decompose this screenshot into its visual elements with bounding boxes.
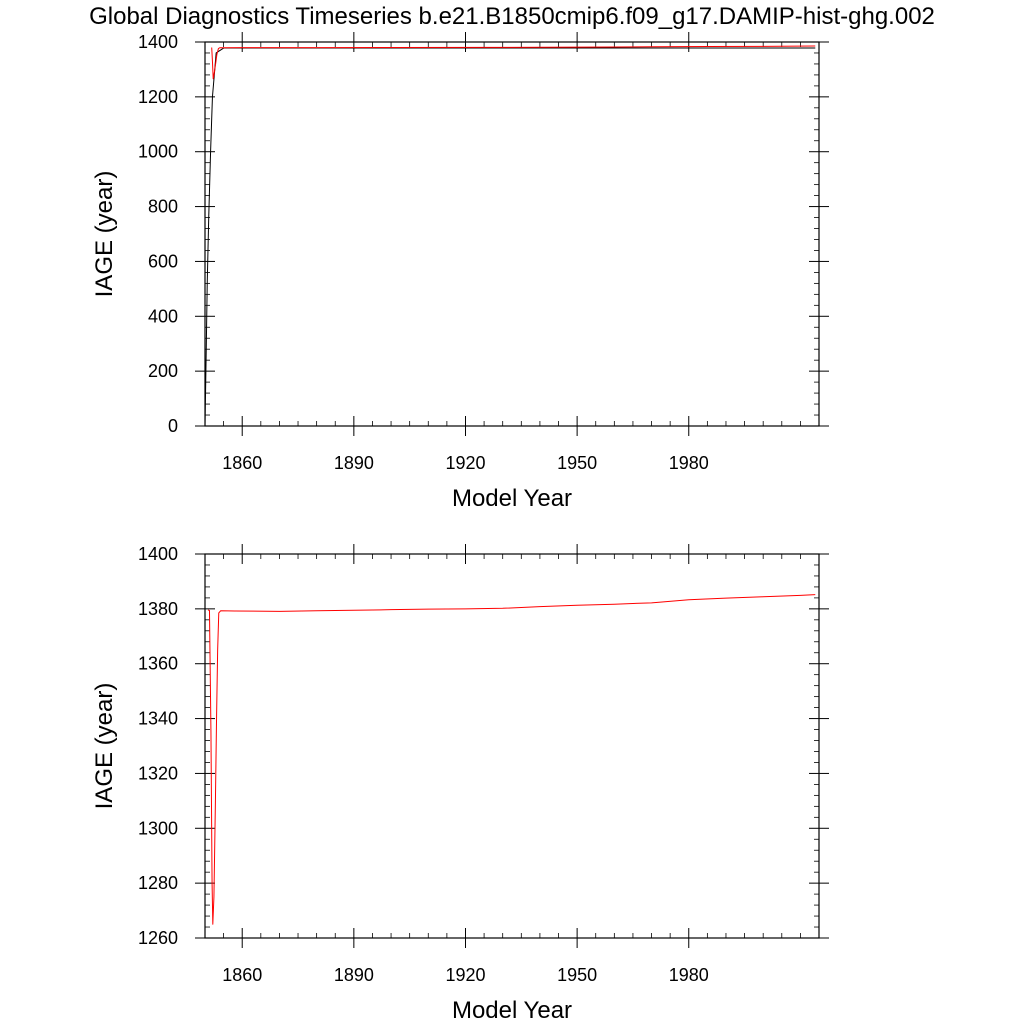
- series-line-1: [205, 47, 816, 426]
- y-tick-label: 1280: [138, 873, 178, 893]
- x-tick-label: 1980: [669, 965, 709, 985]
- x-tick-label: 1980: [669, 453, 709, 473]
- y-tick-label: 1340: [138, 709, 178, 729]
- y-tick-label: 1320: [138, 763, 178, 783]
- y-tick-label: 1200: [138, 87, 178, 107]
- plot-frame: [204, 41, 820, 427]
- y-tick-label: 400: [148, 306, 178, 326]
- y-tick-label: 1400: [138, 544, 178, 564]
- y-tick-label: 1360: [138, 654, 178, 674]
- y-tick-label: 0: [168, 416, 178, 436]
- y-tick-label: 600: [148, 251, 178, 271]
- y-tick-label: 800: [148, 197, 178, 217]
- plot-frame: [204, 553, 820, 939]
- y-tick-label: 1260: [138, 928, 178, 948]
- chart-panels: 1860 1890 1920 1950 1980 0 200 400 600 800 1000 120…: [91, 32, 829, 1024]
- x-tick-label: 1890: [334, 453, 374, 473]
- figure-title: Global Diagnostics Timeseries b.e21.B185…: [89, 3, 935, 30]
- x-tick-label: 1950: [557, 965, 597, 985]
- x-axis-title: Model Year: [452, 997, 572, 1024]
- x-tick-label: 1950: [557, 453, 597, 473]
- series-line-2: [211, 45, 816, 80]
- x-tick-label: 1920: [445, 453, 485, 473]
- x-tick-label: 1860: [222, 453, 262, 473]
- x-tick-label: 1890: [334, 965, 374, 985]
- y-tick-label: 200: [148, 361, 178, 381]
- y-tick-label: 1380: [138, 599, 178, 619]
- chart-panel-2: 1860 1890 1920 1950 1980 1260 1280 1300 1320 1340…: [91, 544, 829, 1024]
- series-line-1: [207, 594, 816, 925]
- chart-panel-1: 1860 1890 1920 1950 1980 0 200 400 600 800 1000 120…: [91, 32, 829, 512]
- y-axis-title: IAGE (year): [91, 171, 118, 298]
- x-axis-title: Model Year: [452, 485, 572, 512]
- x-tick-label: 1920: [445, 965, 485, 985]
- y-tick-label: 1000: [138, 142, 178, 162]
- y-axis-title: IAGE (year): [91, 683, 118, 810]
- y-tick-label: 1400: [138, 32, 178, 52]
- x-tick-label: 1860: [222, 965, 262, 985]
- y-tick-label: 1300: [138, 818, 178, 838]
